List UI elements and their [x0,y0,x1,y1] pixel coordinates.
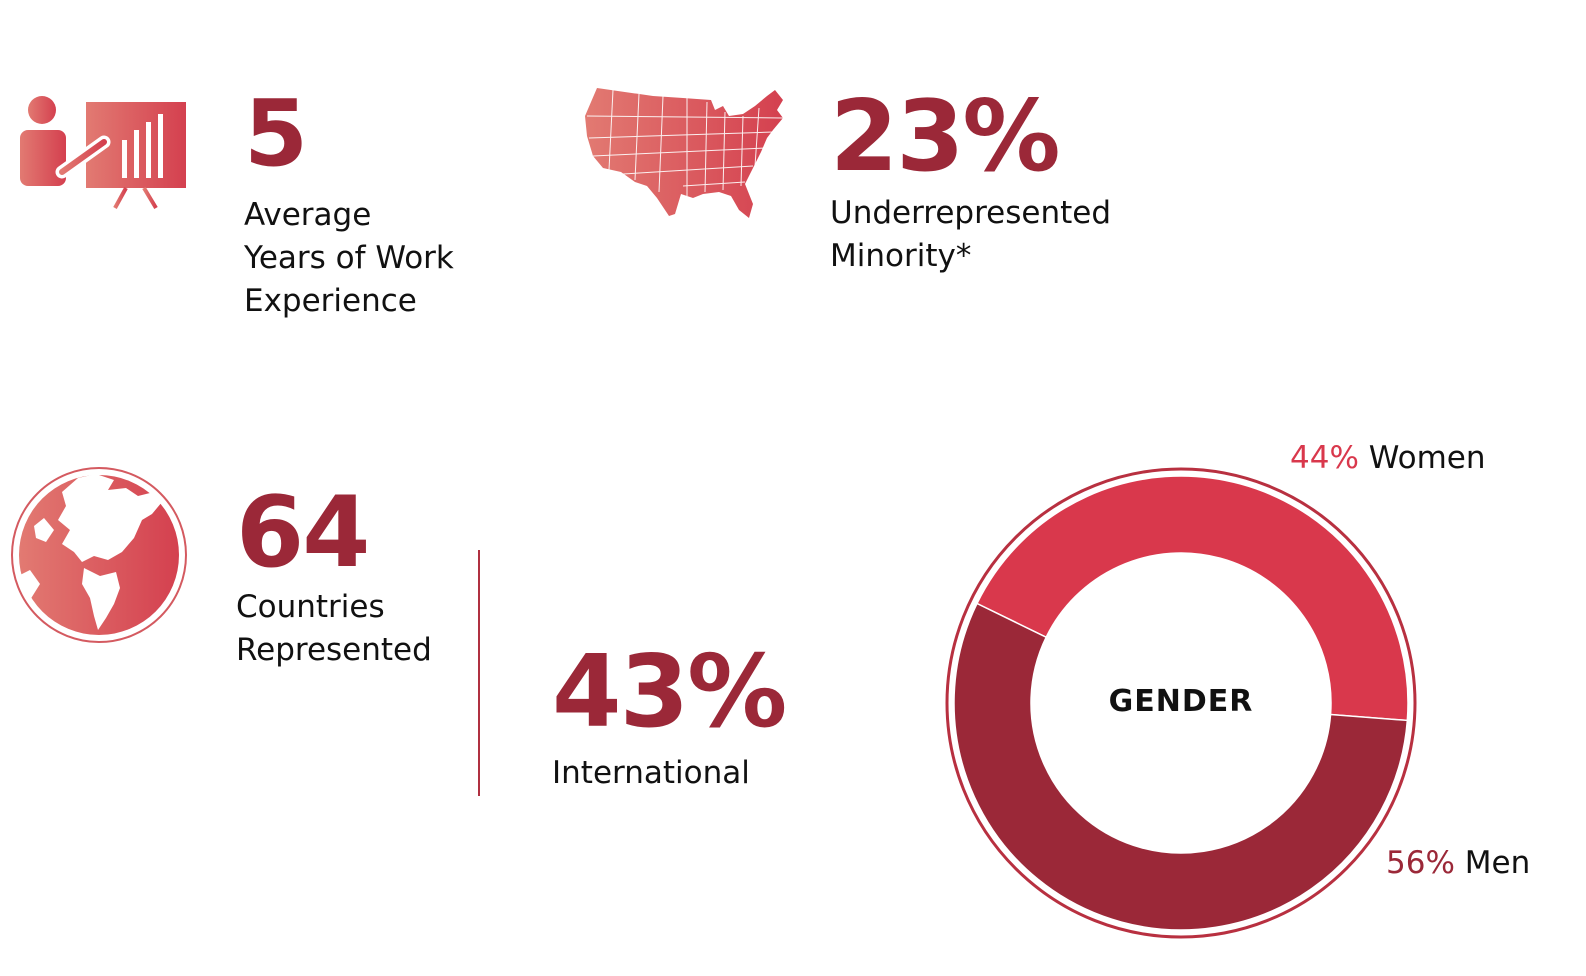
countries-stat: 64 Countries Represented [236,484,432,672]
work-experience-stat: 5 Average Years of Work Experience [244,88,454,323]
urm-value: 23% [830,80,1061,194]
presentation-icon [18,92,188,210]
women-label: Women [1368,440,1486,476]
international-label: International [552,755,750,791]
urm-label: Underrepresented Minority* [830,195,1112,274]
men-percent: 56% [1386,845,1455,881]
globe-icon [10,466,188,644]
work-experience-value: 5 [244,80,308,187]
donut-segment-men [953,602,1409,931]
donut-segment-women [975,475,1409,722]
legend-women: 44% Women [1290,440,1486,476]
gender-donut-chart: GENDER [940,462,1422,944]
legend-men: 56% Men [1386,845,1530,881]
men-label: Men [1464,845,1531,881]
international-stat: 43% International [552,633,787,795]
usa-map-icon [583,86,789,220]
work-experience-label: Average Years of Work Experience [244,197,454,319]
international-value: 43% [552,633,787,750]
vertical-divider [478,550,480,796]
countries-label: Countries Represented [236,589,432,668]
countries-value: 64 [236,476,370,590]
urm-stat: 23% Underrepresented Minority* [830,88,1111,278]
women-percent: 44% [1290,440,1359,476]
gender-center-label: GENDER [1108,684,1254,719]
